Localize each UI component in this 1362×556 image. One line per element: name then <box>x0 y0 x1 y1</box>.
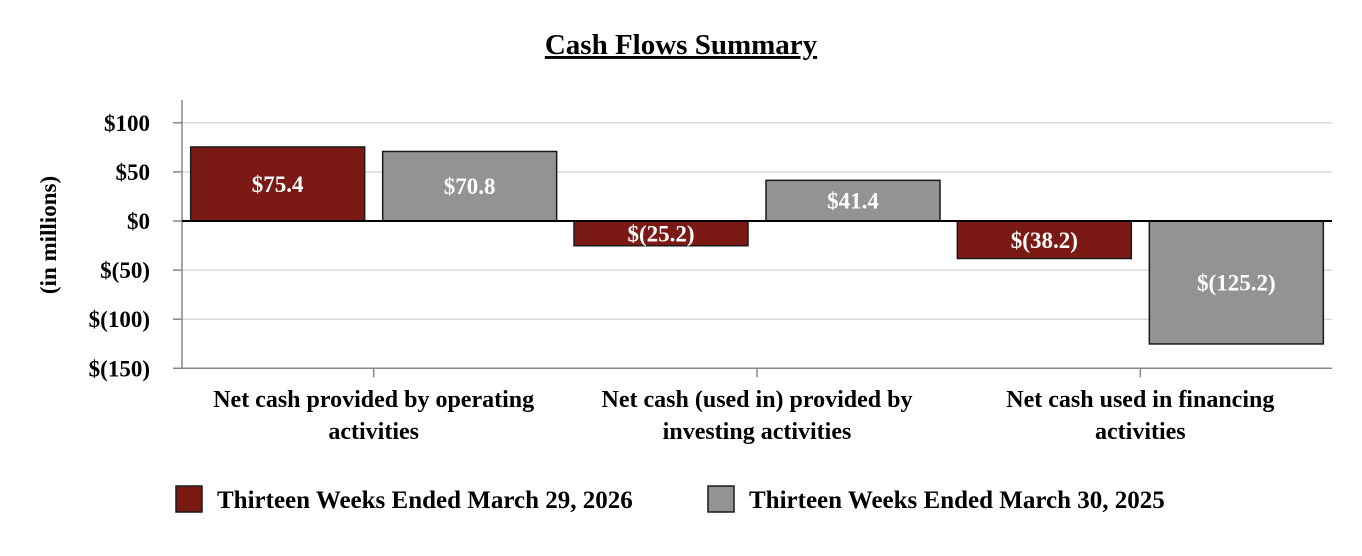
category-label: Net cash (used in) provided by <box>602 387 913 413</box>
category-label: activities <box>1095 419 1186 445</box>
y-tick-labels: $100 $50 $0 $(50) $(100) $(150) <box>89 111 151 381</box>
data-label: $(125.2) <box>1197 270 1276 295</box>
y-tick-label: $100 <box>104 111 150 136</box>
y-tick-label: $(50) <box>100 258 150 283</box>
category-labels: Net cash provided by operating activities… <box>213 387 1274 445</box>
category-label: activities <box>328 419 419 445</box>
legend-swatch <box>175 485 203 513</box>
bar <box>189 146 366 222</box>
data-label: $75.4 <box>252 172 304 197</box>
data-label: $41.4 <box>827 189 879 214</box>
y-tick-label: $50 <box>116 160 151 185</box>
data-label: $(25.2) <box>627 221 694 246</box>
bar <box>956 220 1133 260</box>
legend-swatch <box>707 485 735 513</box>
data-label: $(38.2) <box>1011 228 1078 253</box>
bar <box>1148 220 1325 345</box>
category-label: Net cash provided by operating <box>213 387 534 413</box>
axes <box>173 100 1332 378</box>
chart-title: Cash Flows Summary <box>545 29 818 61</box>
legend: Thirteen Weeks Ended March 29, 2026 Thirt… <box>175 485 1165 514</box>
legend-label: Thirteen Weeks Ended March 30, 2025 <box>749 487 1165 514</box>
y-tick-label: $0 <box>127 209 150 234</box>
y-tick-label: $(100) <box>89 307 150 332</box>
legend-label: Thirteen Weeks Ended March 29, 2026 <box>217 487 633 514</box>
bars: $75.4 $70.8 $(25.2) $41.4 $(38.2) $(125.2) <box>189 146 1325 345</box>
category-label: Net cash used in financing <box>1006 387 1274 413</box>
gridlines <box>182 122 1332 320</box>
data-label: $70.8 <box>444 174 496 199</box>
bar <box>765 179 941 222</box>
y-tick-label: $(150) <box>89 356 150 381</box>
category-label: investing activities <box>663 419 852 445</box>
y-axis-label: (in millions) <box>36 176 61 294</box>
